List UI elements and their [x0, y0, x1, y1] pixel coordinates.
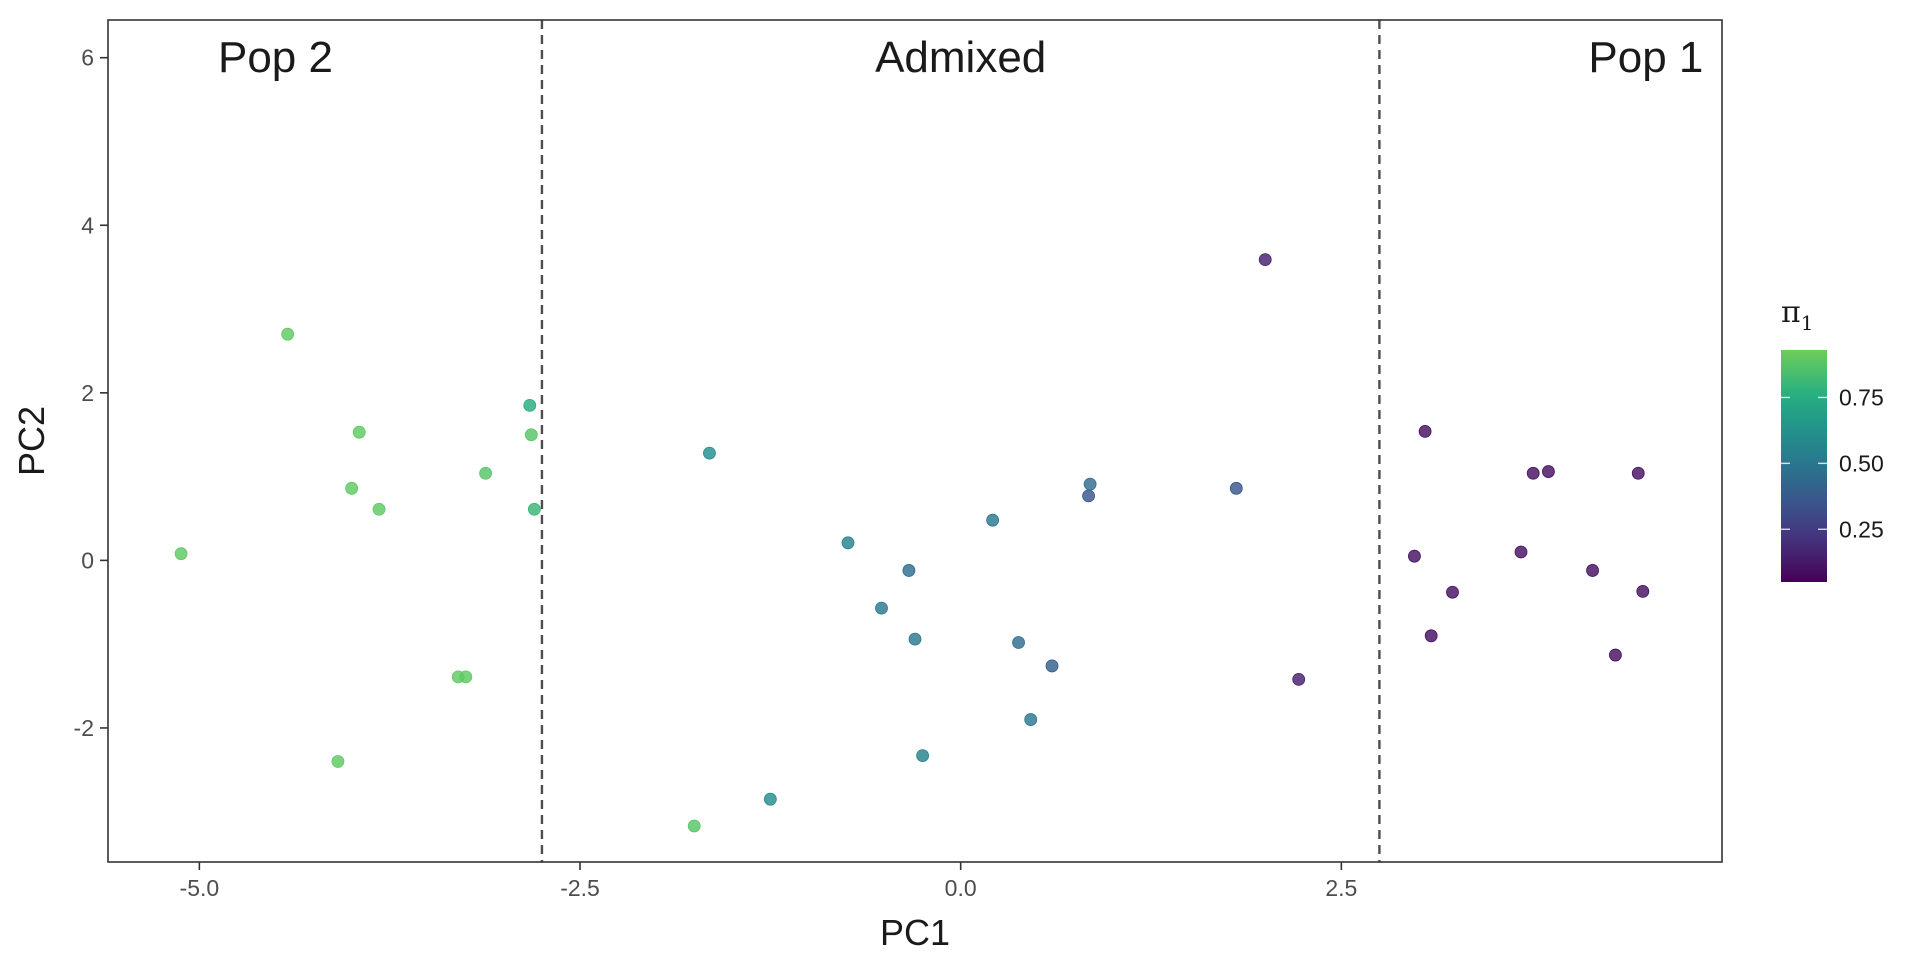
legend-colorbar [1781, 350, 1827, 582]
data-point [841, 536, 855, 550]
y-axis: -2 0 2 4 6 [74, 45, 108, 741]
data-point [372, 502, 386, 516]
data-point [1446, 585, 1459, 599]
data-point [479, 466, 493, 480]
data-point [345, 481, 359, 495]
data-points [174, 253, 1650, 833]
region-label: Pop 2 [218, 33, 333, 82]
y-axis-title: PC2 [11, 406, 52, 476]
data-point [902, 564, 916, 577]
region-labels: Pop 2 Admixed Pop 1 [218, 33, 1703, 82]
data-point [527, 502, 541, 516]
data-point [1526, 466, 1540, 480]
data-point [1292, 672, 1306, 686]
data-point [1418, 424, 1432, 438]
data-point [1609, 648, 1622, 662]
data-point [352, 425, 366, 439]
data-point [1229, 481, 1243, 495]
data-point [1631, 466, 1645, 480]
region-label: Pop 1 [1588, 33, 1703, 82]
data-point [908, 632, 922, 646]
data-point [1024, 713, 1038, 726]
data-point [763, 792, 777, 806]
data-point [1514, 545, 1528, 559]
color-legend: π1 0.25 0.50 0.75 [1781, 295, 1884, 582]
data-point [459, 670, 473, 684]
x-axis-title: PC1 [880, 912, 950, 953]
legend-tick-label: 0.75 [1839, 384, 1884, 410]
data-point [1636, 584, 1650, 598]
legend-tick-label: 0.25 [1839, 516, 1884, 542]
data-point [1258, 253, 1272, 267]
x-tick-label: -2.5 [560, 875, 600, 901]
data-point [1542, 465, 1555, 478]
data-point [1408, 549, 1421, 563]
plot-border [107, 19, 1723, 863]
data-point [916, 749, 930, 762]
data-point [687, 819, 701, 833]
data-point [986, 513, 1000, 527]
legend-title: π1 [1781, 295, 1813, 335]
legend-tick-label: 0.50 [1839, 450, 1884, 476]
data-point [875, 601, 888, 615]
data-point [281, 327, 295, 341]
data-point [524, 428, 538, 442]
data-point [703, 446, 716, 460]
y-tick-label: 6 [81, 45, 94, 71]
data-point [1424, 629, 1438, 643]
y-tick-label: 0 [81, 547, 94, 573]
data-point [1045, 659, 1059, 673]
x-axis: -5.0 -2.5 0.0 2.5 [180, 862, 1357, 901]
x-tick-label: 2.5 [1325, 875, 1357, 901]
x-tick-label: -5.0 [180, 875, 220, 901]
y-tick-label: 2 [81, 380, 94, 406]
data-point [1082, 489, 1095, 503]
x-tick-label: 0.0 [945, 875, 977, 901]
data-point [523, 398, 537, 412]
y-tick-label: -2 [74, 715, 94, 741]
data-point [174, 547, 188, 561]
legend-title-subscript: 1 [1801, 311, 1814, 335]
data-point [1012, 636, 1025, 649]
data-point [331, 755, 345, 768]
data-point [1083, 477, 1097, 491]
region-divider-lines [540, 20, 1381, 862]
plot-area [108, 20, 1722, 862]
region-label: Admixed [875, 33, 1046, 82]
data-point [1586, 564, 1599, 577]
y-tick-label: 4 [81, 212, 94, 238]
